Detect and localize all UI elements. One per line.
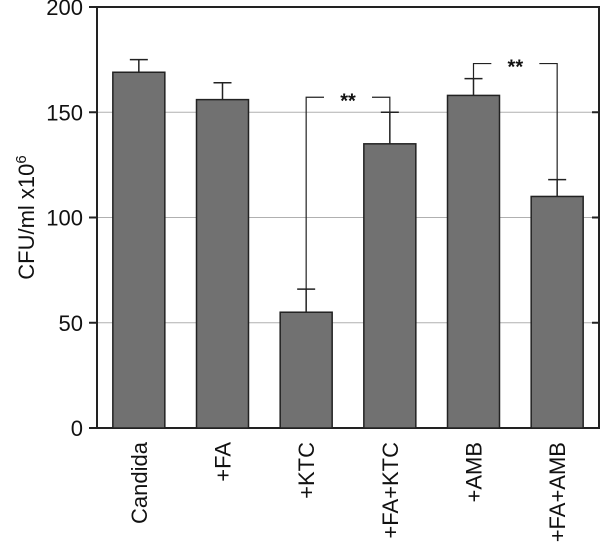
bars xyxy=(112,71,584,429)
bar-2 xyxy=(279,311,333,429)
significance-label-0: ** xyxy=(340,90,356,112)
bar-4 xyxy=(446,94,501,429)
y-axis: 0 50 100 150 200 xyxy=(46,0,599,441)
bracket-left-0 xyxy=(305,96,324,290)
y-tick-label-200: 200 xyxy=(46,0,83,20)
y-axis-title-superscript: 6 xyxy=(13,155,30,163)
bracket-left-1 xyxy=(472,62,492,79)
y-tick-label-150: 150 xyxy=(46,100,83,125)
x-axis-labels: Candida +FA +KTC +FA+KTC +AMB +FA+AMB xyxy=(127,441,570,542)
error-bars xyxy=(129,58,567,313)
x-tick-label-0: Candida xyxy=(127,441,152,524)
bracket-right-1 xyxy=(539,62,558,180)
bar-3 xyxy=(363,143,417,429)
bar-0 xyxy=(112,71,166,429)
grid-lines xyxy=(97,111,599,324)
significance-label-1: ** xyxy=(508,57,524,79)
y-tick-label-50: 50 xyxy=(59,311,83,336)
bracket-right-0 xyxy=(372,96,391,113)
y-tick-label-0: 0 xyxy=(71,416,83,441)
x-tick-label-2: +KTC xyxy=(294,442,319,499)
x-tick-label-1: +FA xyxy=(211,442,236,482)
y-tick-label-100: 100 xyxy=(46,206,83,231)
y-axis-title: CFU/ml x106 xyxy=(13,155,40,279)
x-tick-label-3: +FA+KTC xyxy=(378,442,403,539)
y-axis-title-text: CFU/ml x10 xyxy=(14,164,39,280)
bar-1 xyxy=(195,98,250,429)
x-tick-label-5: +FA+AMB xyxy=(545,442,570,542)
bar-5 xyxy=(530,195,584,429)
x-tick-label-4: +AMB xyxy=(462,442,487,503)
significance-annotations: ** ** xyxy=(305,57,558,290)
